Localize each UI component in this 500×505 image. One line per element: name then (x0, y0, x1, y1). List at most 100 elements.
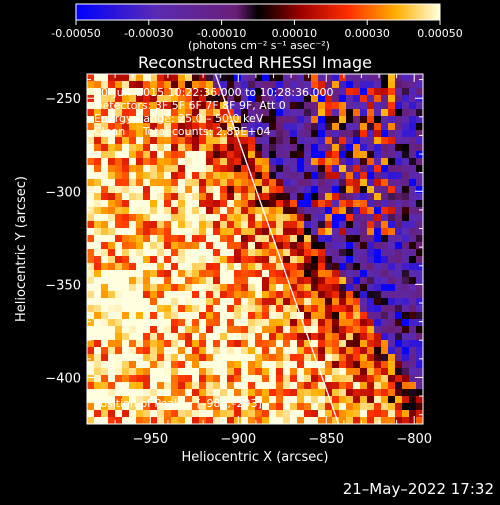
heatmap-cell (129, 151, 137, 159)
heatmap-cell (241, 235, 249, 243)
heatmap-cell (311, 368, 319, 376)
heatmap-cell (164, 130, 172, 138)
heatmap-cell (87, 326, 95, 334)
heatmap-cell (346, 417, 354, 424)
heatmap-cell (332, 74, 340, 82)
annotation-time-range: 10–Jun–2015 10:22:36.000 to 10:28:36.000 (94, 86, 334, 99)
heatmap-cell (143, 305, 151, 313)
heatmap-cell (360, 256, 368, 264)
heatmap-cell (171, 235, 179, 243)
heatmap-cell (374, 256, 382, 264)
heatmap-cell (143, 137, 151, 145)
heatmap-cell (220, 263, 228, 271)
heatmap-cell (367, 277, 375, 285)
heatmap-cell (360, 347, 368, 355)
heatmap-cell (213, 361, 221, 369)
heatmap-cell (122, 270, 130, 278)
heatmap-cell (248, 179, 256, 187)
heatmap-cell (339, 256, 347, 264)
annotation-detectors: Detectors: 3F 5F 6F 7F 8F 9F, Att 0 (94, 99, 286, 112)
heatmap-cell (255, 186, 263, 194)
heatmap-cell (206, 186, 214, 194)
heatmap-cell (402, 403, 410, 411)
heatmap-cell (374, 326, 382, 334)
heatmap-cell (108, 116, 116, 124)
colorbar-tick-label: 0.00050 (417, 27, 463, 40)
heatmap-cell (143, 403, 151, 411)
heatmap-cell (339, 207, 347, 215)
heatmap-cell (171, 263, 179, 271)
heatmap-cell (360, 102, 368, 110)
heatmap-cell (367, 95, 375, 103)
heatmap-cell (290, 221, 298, 229)
heatmap-cell (241, 193, 249, 201)
heatmap-cell (339, 123, 347, 131)
heatmap-cell (192, 221, 200, 229)
heatmap-cell (220, 172, 228, 180)
heatmap-cell (220, 186, 228, 194)
heatmap-cell (381, 396, 389, 404)
heatmap-cell (129, 172, 137, 180)
heatmap-cell (157, 396, 165, 404)
heatmap-cell (199, 263, 207, 271)
heatmap-cell (374, 235, 382, 243)
heatmap-cell (157, 375, 165, 383)
heatmap-cell (150, 235, 158, 243)
heatmap-cell (115, 417, 123, 424)
heatmap-cell (395, 74, 403, 82)
heatmap-cell (374, 417, 382, 424)
heatmap-cell (311, 417, 319, 424)
heatmap-cell (325, 179, 333, 187)
heatmap-cell (290, 228, 298, 236)
heatmap-cell (339, 396, 347, 404)
heatmap-cell (241, 291, 249, 299)
heatmap-cell (185, 95, 193, 103)
heatmap-cell (304, 340, 312, 348)
heatmap-cell (199, 221, 207, 229)
heatmap-cell (192, 368, 200, 376)
heatmap-cell (318, 389, 326, 397)
heatmap-cell (290, 165, 298, 173)
heatmap-cell (311, 102, 319, 110)
heatmap-cell (332, 144, 340, 152)
heatmap-cell (353, 277, 361, 285)
heatmap-cell (325, 298, 333, 306)
heatmap-cell (192, 347, 200, 355)
heatmap-cell (395, 410, 403, 418)
heatmap-cell (367, 165, 375, 173)
heatmap-cell (276, 277, 284, 285)
heatmap-cell (367, 207, 375, 215)
heatmap-cell (332, 165, 340, 173)
heatmap-cell (255, 200, 263, 208)
heatmap-cell (276, 298, 284, 306)
heatmap-cell (311, 291, 319, 299)
heatmap-cell (402, 74, 410, 82)
heatmap-cell (276, 207, 284, 215)
heatmap-cell (213, 270, 221, 278)
heatmap-cell (325, 326, 333, 334)
heatmap-cell (220, 403, 228, 411)
heatmap-cell (409, 361, 417, 369)
heatmap-cell (360, 417, 368, 424)
heatmap-cell (381, 228, 389, 236)
heatmap-cell (94, 403, 102, 411)
heatmap-cell (178, 375, 186, 383)
heatmap-cell (122, 235, 130, 243)
heatmap-cell (304, 130, 312, 138)
heatmap-cell (150, 319, 158, 327)
heatmap-cell (143, 81, 151, 89)
heatmap-cell (164, 144, 172, 152)
heatmap-cell (332, 312, 340, 320)
heatmap-cell (157, 284, 165, 292)
heatmap-cell (332, 375, 340, 383)
heatmap-cell (136, 207, 144, 215)
heatmap-cell (87, 123, 95, 131)
heatmap-cell (332, 298, 340, 306)
heatmap-cell (87, 354, 95, 362)
heatmap-cell (360, 88, 368, 96)
heatmap-cell (353, 403, 361, 411)
heatmap-cell (248, 130, 256, 138)
heatmap-cell (311, 179, 319, 187)
heatmap-cell (311, 165, 319, 173)
heatmap-cell (199, 361, 207, 369)
